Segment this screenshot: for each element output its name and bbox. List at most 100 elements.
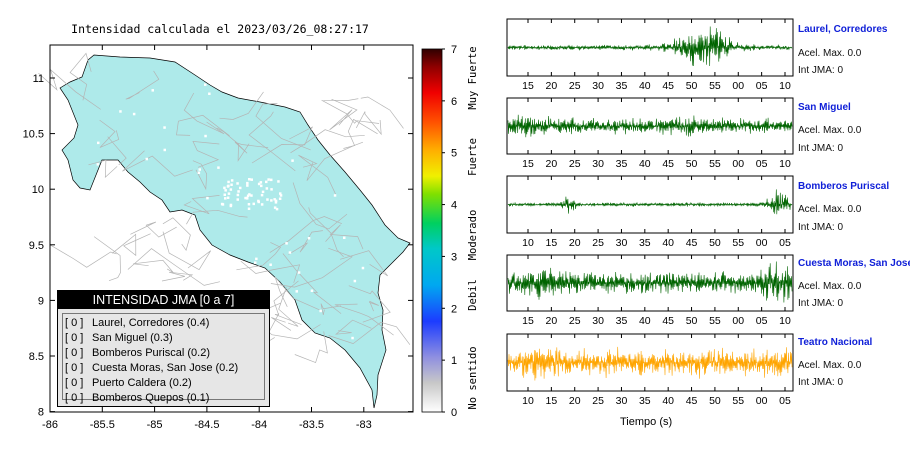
station-marker[interactable] [255,257,258,261]
station-marker[interactable] [273,198,276,201]
station-marker[interactable] [273,206,277,209]
station-marker[interactable] [204,83,207,86]
station-name-teatro[interactable]: Teatro Nacional [798,337,873,348]
waveform-panel-cuesta-moras[interactable]: 15 20 25 30 35 40 45 50 55 00 05 10 [506,254,794,327]
station-marker[interactable] [163,126,166,129]
station-marker[interactable] [277,180,280,183]
waveform-panel-san-miguel[interactable]: 15 20 25 30 35 40 45 50 55 00 05 10 [506,97,794,170]
station-marker[interactable] [197,171,201,175]
station-marker[interactable] [163,148,167,152]
waveform-panel-teatro[interactable]: 10 15 20 25 30 35 40 45 50 55 00 05 [506,333,794,407]
station-marker[interactable] [223,186,226,190]
station-marker[interactable] [227,192,231,195]
station-marker[interactable] [259,181,263,184]
station-marker[interactable] [333,194,337,197]
station-marker[interactable] [248,193,251,196]
station-marker[interactable] [266,198,269,201]
station-name-laurel[interactable]: Laurel, Corredores [798,24,888,35]
station-marker[interactable] [196,263,199,266]
station-marker[interactable] [224,189,227,192]
station-marker[interactable] [319,309,322,313]
station-marker[interactable] [250,178,254,181]
station-marker[interactable] [257,182,261,186]
station-marker[interactable] [354,83,358,86]
station-marker[interactable] [196,275,200,279]
station-marker[interactable] [267,178,270,181]
station-marker[interactable] [244,196,247,200]
station-marker[interactable] [291,159,294,162]
station-marker[interactable] [285,242,288,245]
station-marker[interactable] [227,184,230,188]
station-marker[interactable] [278,197,282,201]
station-marker[interactable] [109,204,113,207]
station-marker[interactable] [265,180,268,184]
station-marker[interactable] [239,186,242,190]
station-marker[interactable] [248,178,251,181]
station-marker[interactable] [343,236,346,240]
station-marker[interactable] [345,131,348,134]
station-marker[interactable] [254,261,257,264]
station-name-cuesta-moras[interactable]: Cuesta Moras, San Jose [798,258,910,269]
station-marker[interactable] [247,203,251,206]
station-marker[interactable] [198,168,202,171]
station-marker[interactable] [245,196,249,200]
station-marker[interactable] [230,183,233,187]
station-marker[interactable] [265,187,269,190]
station-marker[interactable] [285,321,289,325]
station-marker[interactable] [351,336,354,340]
station-marker[interactable] [261,190,265,194]
station-marker[interactable] [269,263,272,267]
station-name-puriscal[interactable]: Bomberos Puriscal [798,181,890,192]
station-marker[interactable] [246,184,249,187]
station-marker[interactable] [217,166,220,169]
station-marker[interactable] [247,207,251,211]
station-marker[interactable] [302,342,305,345]
station-marker[interactable] [274,199,278,203]
station-marker[interactable] [220,202,224,206]
station-marker[interactable] [96,163,100,166]
station-marker[interactable] [279,192,282,195]
station-marker[interactable] [270,188,273,191]
station-marker[interactable] [260,203,264,206]
station-marker[interactable] [353,279,357,283]
station-marker[interactable] [206,196,209,200]
station-marker[interactable] [229,188,233,191]
station-marker[interactable] [358,96,361,100]
station-marker[interactable] [117,164,120,168]
station-marker[interactable] [270,199,273,202]
station-marker[interactable] [250,194,253,197]
station-marker[interactable] [119,195,123,198]
station-marker[interactable] [246,181,249,185]
station-marker[interactable] [223,193,227,197]
station-marker[interactable] [274,201,278,204]
station-marker[interactable] [237,190,240,193]
station-marker[interactable] [295,290,299,293]
station-marker[interactable] [208,92,211,96]
station-name-san-miguel[interactable]: San Miguel [798,102,851,113]
station-marker[interactable] [279,194,283,197]
station-marker[interactable] [252,202,256,206]
waveform-panel-laurel[interactable]: 15 20 25 30 35 40 45 50 55 00 05 10 [506,18,794,92]
station-marker[interactable] [119,110,122,113]
station-marker[interactable] [172,266,176,269]
station-marker[interactable] [257,199,260,203]
station-marker[interactable] [236,193,240,197]
station-marker[interactable] [236,182,239,185]
station-marker[interactable] [275,207,279,211]
station-marker[interactable] [224,197,227,200]
waveform-panel-puriscal[interactable]: 10 15 20 25 30 35 40 45 50 55 00 05 [506,175,794,249]
station-marker[interactable] [226,196,230,200]
station-marker[interactable] [310,289,314,293]
station-marker[interactable] [227,180,230,184]
station-marker[interactable] [230,179,234,182]
station-marker[interactable] [297,271,301,274]
station-marker[interactable] [97,141,100,145]
station-marker[interactable] [151,89,155,92]
station-marker[interactable] [288,251,292,254]
station-marker[interactable] [307,237,311,240]
station-marker[interactable] [145,157,149,161]
station-marker[interactable] [260,184,263,188]
station-marker[interactable] [139,197,142,201]
station-marker[interactable] [260,193,264,197]
